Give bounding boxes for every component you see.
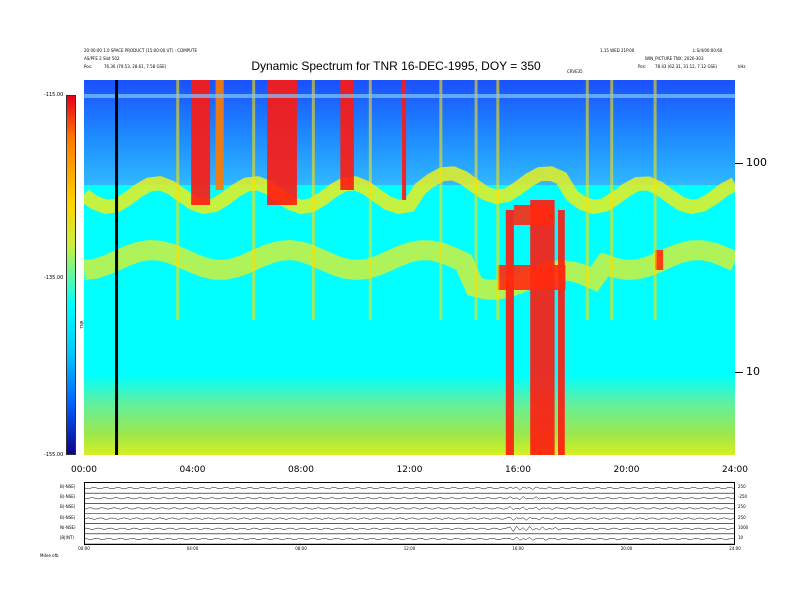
lane-label: B(-NSE) <box>60 484 76 490</box>
x-tick-label: 00:00 <box>71 465 97 475</box>
header-pos-value-right: 78.43 (62.31, 31.12, 7.12 GSE) <box>655 64 718 69</box>
lane-right-label: 1000 <box>738 524 749 530</box>
time-marker-line <box>115 80 119 455</box>
lane-trace <box>84 506 735 511</box>
yellow-streak <box>610 80 614 320</box>
y-tick-mark <box>735 163 743 165</box>
colorbar <box>66 95 76 455</box>
lane-trace <box>84 536 735 541</box>
header-info-line1: 20:00:00 1.0 SPACE PRODUCT (15:00:00 UT)… <box>84 48 197 53</box>
top-stripe <box>84 94 735 98</box>
colorbar-tick-bottom: -155.00 <box>44 452 64 458</box>
header-info-right-line1: 1.15 WED 21P.00 <box>600 48 635 53</box>
lane-trace <box>84 516 735 521</box>
red-burst <box>513 205 555 225</box>
header-info-right-line1b: L:S/4/00:00:60 <box>693 48 723 53</box>
x-tick-label: 24:00 <box>722 465 748 475</box>
header-info-right-line2: WIN_PICTURE TNX: 2020-303 <box>645 56 704 61</box>
red-burst <box>191 80 211 205</box>
y-tick-label: 10 <box>746 364 760 378</box>
lane-trace <box>84 486 735 491</box>
header-pos-label-left: Pos: <box>84 64 93 69</box>
colorbar-tick-top: -115.00 <box>44 92 64 98</box>
lane-label: B(-NSE) <box>60 494 76 500</box>
red-burst <box>215 80 224 190</box>
red-burst <box>505 210 514 455</box>
lane-label: B(-NSE) <box>60 514 76 520</box>
header-info-line2: AS/PFE 2 Slot 502 <box>84 56 120 61</box>
red-burst <box>402 80 407 200</box>
yellow-streak <box>368 80 372 320</box>
y-tick-label: 100 <box>746 156 767 170</box>
x-tick-label: 20:00 <box>613 465 640 475</box>
yellow-streak <box>474 80 478 320</box>
red-burst <box>340 80 354 190</box>
lower-x-tick-label: 20:00 <box>620 546 633 551</box>
lower-x-tick-label: 24:00 <box>729 546 741 551</box>
chart-title: Dynamic Spectrum for TNR 16-DEC-1995, DO… <box>251 59 541 73</box>
yellow-streak <box>176 80 180 320</box>
lower-footer-label: Mdee ofb <box>40 553 59 558</box>
lane-label: N(-NSE) <box>60 524 76 530</box>
lane-label: |B|(NT) <box>60 534 74 540</box>
lower-band <box>84 375 735 455</box>
lower-x-tick-label: 00:00 <box>78 546 90 551</box>
lane-right-label: 250 <box>738 504 746 510</box>
yellow-streak <box>252 80 256 320</box>
lower-panel-plot <box>84 486 735 545</box>
yellow-streak <box>439 80 443 320</box>
colorbar-tick-mid: -135.00 <box>44 275 64 281</box>
header-pos-value-left: 76.36 (79.53, 28.61, 7.58 GSE) <box>104 64 167 69</box>
lower-x-tick-label: 08:00 <box>295 546 307 551</box>
yellow-streak <box>496 80 500 320</box>
lane-right-label: 250 <box>738 514 746 520</box>
x-tick-label: 16:00 <box>505 465 531 475</box>
lane-trace <box>84 525 735 532</box>
lower-x-tick-label: 04:00 <box>186 546 199 551</box>
lane-label: B(-NSE) <box>60 504 76 510</box>
lane-trace <box>84 496 735 500</box>
red-burst <box>558 210 565 455</box>
emission-band-lower <box>84 239 735 300</box>
y-tick-mark <box>735 371 743 373</box>
red-burst <box>267 80 297 205</box>
red-burst <box>654 250 664 270</box>
lower-x-tick-label: 16:00 <box>512 546 524 551</box>
spectrogram-plot <box>84 80 735 455</box>
x-tick-label: 08:00 <box>288 465 314 475</box>
yellow-streak <box>585 80 589 320</box>
red-burst <box>497 265 566 290</box>
lower-x-tick-label: 12:00 <box>403 546 416 551</box>
unit-label: kHz <box>738 64 746 69</box>
lower-panel <box>84 482 735 545</box>
yellow-streak <box>311 80 315 320</box>
red-burst <box>530 200 555 455</box>
spectrogram <box>84 80 735 455</box>
center-small-label: CRVE35 <box>567 69 583 74</box>
header-pos-label-right: Pos: <box>638 64 647 69</box>
x-tick-label: 04:00 <box>179 465 206 475</box>
lane-right-label: 10 <box>738 534 744 540</box>
yellow-streak <box>653 80 657 320</box>
lane-right-label: -250 <box>738 494 748 500</box>
x-tick-label: 12:00 <box>396 465 423 475</box>
lane-right-label: 250 <box>738 484 746 490</box>
